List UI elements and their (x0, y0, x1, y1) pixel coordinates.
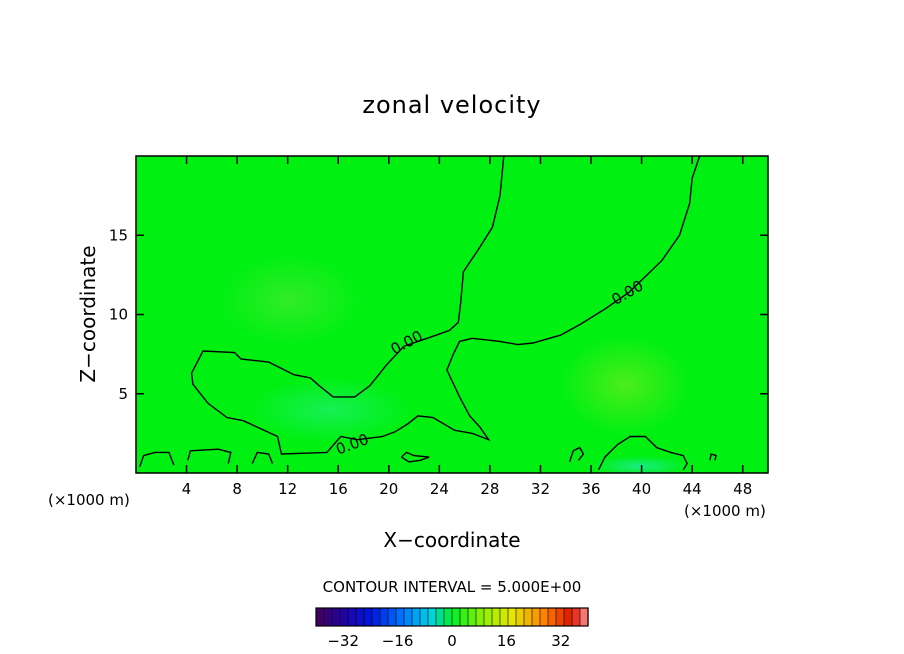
colorbar-cell (403, 607, 413, 627)
colorbar-cell (387, 607, 397, 627)
x-unit-left: (×1000 m) (48, 491, 130, 509)
colorbar-cell (427, 607, 437, 627)
contour-line (400, 451, 430, 463)
colorbar-cell (483, 607, 493, 627)
contour-line (190, 156, 701, 455)
x-tick-label: 40 (632, 480, 651, 498)
colorbar-cell (467, 607, 477, 627)
colorbar-cell (443, 607, 453, 627)
colorbar-cell (355, 607, 365, 627)
y-tick-label: 10 (109, 306, 128, 324)
colorbar-cell (491, 607, 501, 627)
colorbar-cell (435, 607, 445, 627)
colorbar-cell (547, 607, 557, 627)
colorbar-frame (315, 607, 589, 627)
colorbar-cell (315, 607, 325, 627)
x-tick-label: 36 (581, 480, 600, 498)
colorbar-tick-label: 32 (551, 632, 570, 650)
x-tick-label: 8 (232, 480, 242, 498)
colorbar-cell (459, 607, 469, 627)
colorbar-cell (475, 607, 485, 627)
colorbar-cell (531, 607, 541, 627)
contour-line (251, 451, 274, 464)
y-tick-label: 15 (109, 226, 128, 244)
colorbar (315, 607, 589, 627)
colorbar-cell (411, 607, 421, 627)
contour-interval-text: CONTOUR INTERVAL = 5.000E+00 (323, 578, 582, 596)
colorbar-tick-label: 0 (447, 632, 457, 650)
colorbar-cell (347, 607, 357, 627)
colorbar-cell (419, 607, 429, 627)
colorbar-cell (579, 607, 589, 627)
x-tick-label: 4 (182, 480, 192, 498)
colorbar-cell (563, 607, 573, 627)
x-tick-label: 12 (278, 480, 297, 498)
contour-line (139, 451, 175, 467)
y-tick-label: 5 (118, 385, 128, 403)
x-axis-ticks: 4 8 12 16 20 24 28 32 36 40 44 48 (182, 156, 752, 498)
colorbar-tick-label: −32 (327, 632, 359, 650)
contour-line (597, 435, 688, 471)
colorbar-cell (539, 607, 549, 627)
chart-title: zonal velocity (362, 91, 541, 119)
x-tick-label: 32 (531, 480, 550, 498)
contour-line (709, 453, 718, 461)
colorbar-cell (395, 607, 405, 627)
x-axis-label: X−coordinate (383, 528, 520, 552)
y-axis-ticks: 5 10 15 (109, 226, 768, 403)
colorbar-tick-labels: −32 −16 0 16 32 (327, 632, 570, 650)
colorbar-cell (323, 607, 333, 627)
zero-contours (139, 156, 718, 471)
contour-line (187, 448, 232, 464)
x-tick-label: 28 (480, 480, 499, 498)
colorbar-cell (379, 607, 389, 627)
colorbar-cell (571, 607, 581, 627)
shade-blob (250, 378, 410, 442)
colorbar-cell (555, 607, 565, 627)
colorbar-cell (331, 607, 341, 627)
x-tick-label: 16 (329, 480, 348, 498)
x-tick-label: 44 (683, 480, 702, 498)
colorbar-cell (363, 607, 373, 627)
x-tick-label: 24 (430, 480, 449, 498)
shade-blob (220, 255, 360, 345)
colorbar-tick-label: −16 (382, 632, 414, 650)
x-unit-right: (×1000 m) (684, 502, 766, 520)
colorbar-cell (499, 607, 509, 627)
colorbar-cell (515, 607, 525, 627)
colorbar-cell (523, 607, 533, 627)
shade-blob (560, 335, 690, 435)
x-tick-label: 20 (379, 480, 398, 498)
y-axis-label: Z−coordinate (76, 245, 100, 382)
colorbar-cell (371, 607, 381, 627)
shade-blob (592, 456, 688, 473)
colorbar-cell (339, 607, 349, 627)
field-shading (220, 255, 690, 473)
colorbar-cell (507, 607, 517, 627)
contour-line (568, 446, 585, 463)
colorbar-cell (451, 607, 461, 627)
colorbar-tick-label: 16 (497, 632, 516, 650)
x-tick-label: 48 (733, 480, 752, 498)
